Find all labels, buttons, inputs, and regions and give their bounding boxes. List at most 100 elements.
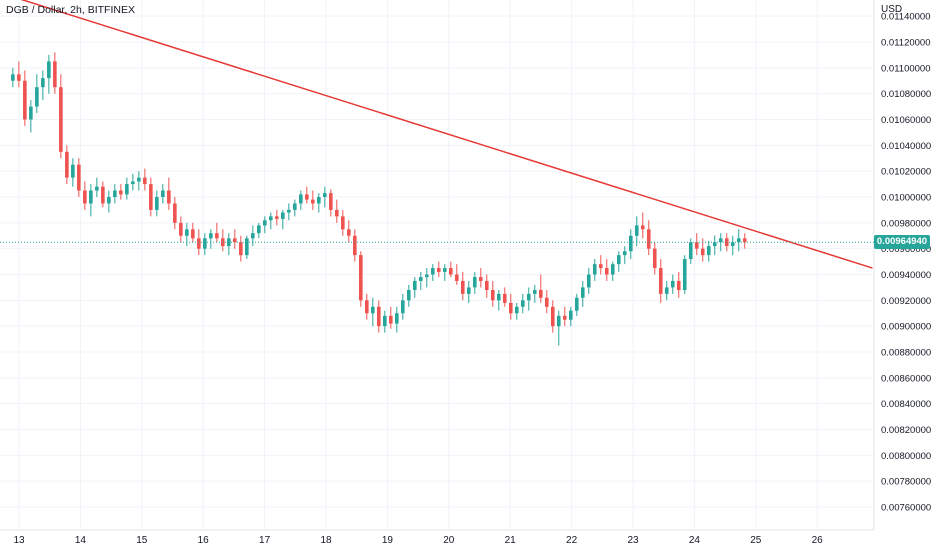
candle-up bbox=[95, 177, 99, 197]
price-tick-label: 0.01120000 bbox=[881, 38, 931, 49]
candle-body bbox=[83, 190, 87, 204]
time-axis[interactable]: 13 14 15 16 17 18 19 20 21 22 23 24 25 26 bbox=[13, 535, 823, 546]
price-tick-label: 0.00800000 bbox=[881, 451, 931, 462]
candle-up bbox=[520, 293, 525, 314]
candle-body bbox=[652, 248, 657, 269]
price-tick-label: 0.00940000 bbox=[881, 270, 931, 281]
grid bbox=[0, 0, 874, 530]
candle-body bbox=[209, 233, 213, 239]
candle-up bbox=[245, 235, 249, 259]
time-tick-label: 19 bbox=[382, 535, 394, 546]
candle-body bbox=[646, 229, 651, 249]
price-tick-label: 0.00760000 bbox=[881, 503, 931, 514]
candle-body bbox=[412, 280, 417, 290]
candle-body bbox=[197, 238, 201, 249]
candle-down bbox=[341, 209, 345, 236]
candle-body bbox=[460, 280, 465, 294]
candle-down bbox=[305, 186, 309, 204]
candle-body bbox=[742, 238, 747, 243]
candle-down bbox=[640, 212, 645, 239]
price-tick-label: 0.01040000 bbox=[881, 141, 931, 152]
candle-down bbox=[484, 274, 489, 298]
candle-body bbox=[263, 220, 267, 226]
last-price-badge: 0.00964940 bbox=[874, 235, 930, 250]
candle-up bbox=[113, 184, 117, 204]
candle-body bbox=[730, 242, 735, 247]
candle-up bbox=[496, 290, 501, 311]
candle-up bbox=[89, 184, 93, 217]
candle-body bbox=[77, 164, 81, 191]
candle-down bbox=[598, 255, 603, 275]
price-tick-label: 0.01000000 bbox=[881, 193, 931, 204]
candle-up bbox=[41, 70, 45, 101]
candle-down bbox=[23, 70, 27, 126]
candle-down bbox=[191, 222, 195, 243]
price-tick-label: 0.00860000 bbox=[881, 373, 931, 384]
candle-body bbox=[281, 212, 285, 219]
candle-up bbox=[682, 255, 687, 294]
candle-down bbox=[59, 74, 63, 159]
candle-body bbox=[532, 290, 537, 294]
candle-body bbox=[628, 235, 633, 252]
candle-body bbox=[472, 277, 477, 288]
time-tick-label: 14 bbox=[75, 535, 87, 546]
candle-up bbox=[395, 306, 399, 333]
candle-down bbox=[676, 271, 681, 298]
candle-body bbox=[389, 315, 393, 324]
candle-body bbox=[257, 225, 261, 234]
price-tick-label: 0.00980000 bbox=[881, 218, 931, 229]
candle-body bbox=[622, 251, 627, 256]
candle-body bbox=[299, 194, 303, 204]
candle-up bbox=[47, 54, 51, 94]
candle-up bbox=[412, 277, 417, 298]
candle-body bbox=[377, 306, 381, 327]
candle-up bbox=[227, 233, 231, 256]
time-tick-label: 24 bbox=[689, 535, 701, 546]
candle-body bbox=[71, 164, 75, 178]
candle-down bbox=[353, 229, 357, 262]
candle-body bbox=[293, 203, 297, 210]
candle-body bbox=[287, 209, 291, 213]
candle-body bbox=[17, 74, 21, 81]
trend-line[interactable] bbox=[13, 0, 873, 269]
candle-body bbox=[502, 293, 507, 303]
price-axis[interactable]: 0.01140000 0.01120000 0.01100000 0.01080000… bbox=[881, 12, 931, 514]
candle-up bbox=[628, 229, 633, 259]
time-tick-label: 18 bbox=[320, 535, 332, 546]
candle-body bbox=[508, 302, 513, 314]
price-tick-label: 0.00960000 bbox=[881, 244, 931, 255]
candle-body bbox=[143, 177, 147, 185]
candle-up bbox=[526, 287, 531, 311]
candle-body bbox=[736, 238, 741, 243]
candle-body bbox=[676, 280, 681, 290]
candle-body bbox=[640, 225, 645, 230]
candle-body bbox=[203, 238, 207, 249]
candle-body bbox=[353, 235, 357, 256]
candle-down bbox=[562, 306, 567, 327]
candle-down bbox=[221, 229, 225, 252]
candle-up bbox=[622, 246, 627, 265]
candle-body bbox=[706, 246, 711, 256]
candle-down bbox=[53, 52, 57, 94]
candle-body bbox=[29, 106, 33, 120]
candle-up bbox=[251, 225, 255, 247]
candle-down bbox=[239, 235, 243, 262]
candle-body bbox=[131, 181, 135, 185]
candle-body bbox=[215, 233, 219, 239]
candle-body bbox=[23, 80, 27, 120]
price-tick-label: 0.00900000 bbox=[881, 322, 931, 333]
candle-up bbox=[125, 177, 129, 200]
candle-body bbox=[305, 194, 309, 200]
candle-up bbox=[11, 67, 15, 88]
candle-up bbox=[472, 271, 477, 294]
candle-up bbox=[269, 212, 273, 230]
candle-body bbox=[65, 151, 69, 178]
candle-body bbox=[586, 274, 591, 288]
time-tick-label: 17 bbox=[259, 535, 271, 546]
candle-up bbox=[736, 229, 741, 252]
candle-down bbox=[119, 184, 123, 200]
candle-down bbox=[646, 220, 651, 256]
time-tick-label: 16 bbox=[198, 535, 210, 546]
candle-down bbox=[83, 181, 87, 210]
